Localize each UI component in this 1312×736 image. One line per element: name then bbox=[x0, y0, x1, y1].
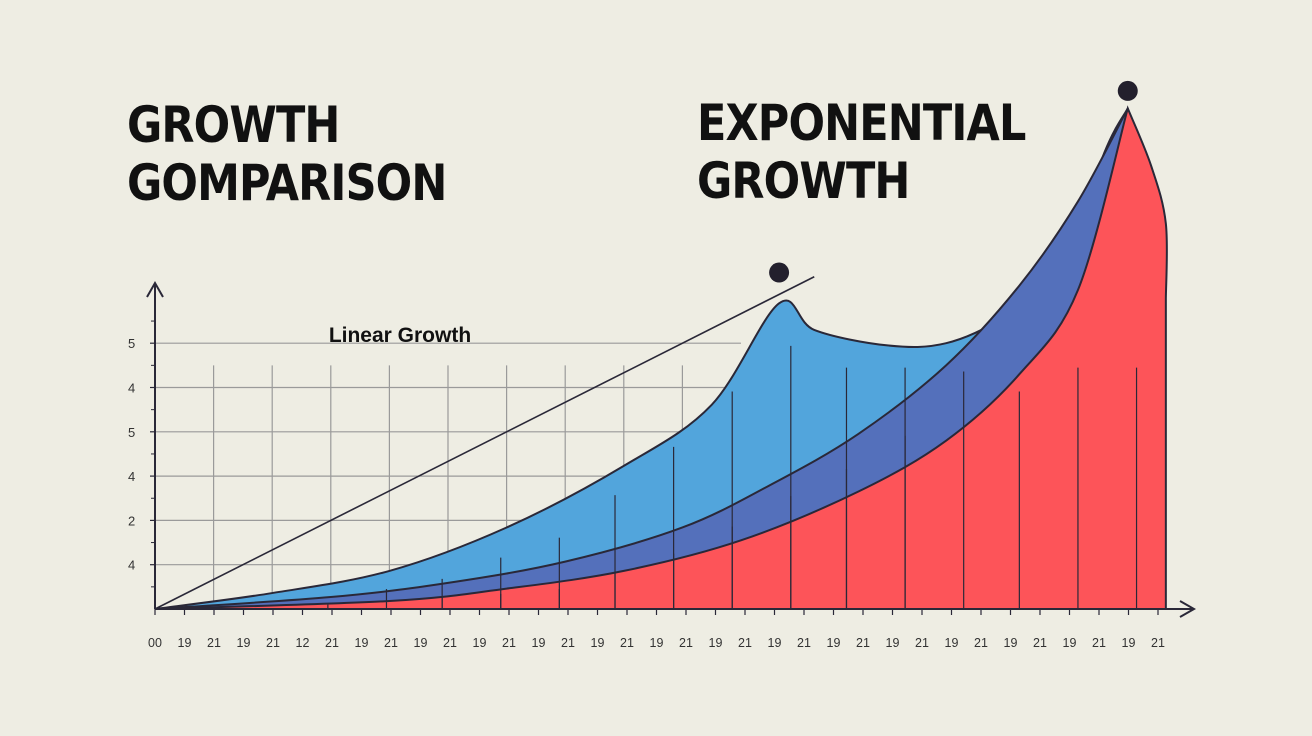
x-tick-label: 21 bbox=[1033, 636, 1047, 650]
x-tick-label: 21 bbox=[561, 636, 575, 650]
x-tick-label: 19 bbox=[414, 636, 428, 650]
y-tick-label: 5 bbox=[128, 425, 135, 440]
x-tick-label: 19 bbox=[945, 636, 959, 650]
x-tick-label: 21 bbox=[620, 636, 634, 650]
x-tick-label: 19 bbox=[709, 636, 723, 650]
axes bbox=[146, 280, 1197, 618]
x-tick-label: 21 bbox=[502, 636, 516, 650]
x-tick-label: 21 bbox=[443, 636, 457, 650]
x-tick-label: 19 bbox=[591, 636, 605, 650]
exponential-label-line1: EXPONENTIAL bbox=[697, 94, 1026, 152]
x-tick-label: 19 bbox=[1063, 636, 1077, 650]
x-tick-label: 12 bbox=[296, 636, 310, 650]
x-tick-label: 21 bbox=[679, 636, 693, 650]
y-axis-arrow bbox=[146, 280, 164, 298]
x-tick-label: 19 bbox=[886, 636, 900, 650]
x-tick-label: 21 bbox=[797, 636, 811, 650]
x-tick-label: 19 bbox=[532, 636, 546, 650]
linear-growth-line bbox=[154, 276, 815, 610]
x-tick-label: 19 bbox=[473, 636, 487, 650]
main-title-line2: GOMPARISON bbox=[127, 154, 447, 212]
x-tick-label: 19 bbox=[768, 636, 782, 650]
area-red bbox=[154, 105, 1168, 610]
main-title-line1: GROWTH bbox=[127, 96, 340, 154]
x-tick-label: 19 bbox=[1122, 636, 1136, 650]
exponential-label-line2: GROWTH bbox=[697, 152, 910, 210]
x-tick-label: 21 bbox=[1151, 636, 1165, 650]
y-tick-label: 4 bbox=[128, 381, 135, 396]
x-tick-label: 19 bbox=[1004, 636, 1018, 650]
x-tick-label: 19 bbox=[827, 636, 841, 650]
x-axis-arrow bbox=[1179, 600, 1197, 618]
x-tick-label: 21 bbox=[738, 636, 752, 650]
tick-labels: 5 4 5 4 2 4 00 19 21 19 21 12 21 19 21 19 21 19 21 19 21 19 21… bbox=[128, 320, 1165, 650]
linear-growth-label: Linear Growth bbox=[329, 324, 471, 347]
peak-marker bbox=[1117, 80, 1138, 101]
x-tick-label: 19 bbox=[355, 636, 369, 650]
series-areas bbox=[154, 105, 1168, 610]
exponential-growth-label: EXPONENTIAL GROWTH bbox=[697, 94, 1026, 210]
main-title: GROWTH GOMPARISON bbox=[127, 96, 447, 212]
x-tick-label: 19 bbox=[237, 636, 251, 650]
x-tick-label: 21 bbox=[915, 636, 929, 650]
y-tick-label: 4 bbox=[128, 558, 135, 573]
x-tick-label: 21 bbox=[1092, 636, 1106, 650]
x-tick-label: 21 bbox=[974, 636, 988, 650]
y-tick-label: 4 bbox=[128, 469, 135, 484]
x-tick-label: 21 bbox=[384, 636, 398, 650]
x-tick-label: 19 bbox=[650, 636, 664, 650]
x-tick-label: 00 bbox=[148, 636, 162, 650]
x-tick-label: 21 bbox=[856, 636, 870, 650]
y-tick-label: 2 bbox=[128, 513, 135, 528]
x-tick-label: 21 bbox=[266, 636, 280, 650]
bar-lines bbox=[327, 345, 1138, 609]
x-tick-label: 19 bbox=[178, 636, 192, 650]
y-tick-label: 5 bbox=[128, 336, 135, 351]
peak-marker bbox=[769, 262, 790, 283]
x-tick-label: 21 bbox=[325, 636, 339, 650]
x-tick-label: 21 bbox=[207, 636, 221, 650]
peak-markers bbox=[769, 80, 1138, 283]
